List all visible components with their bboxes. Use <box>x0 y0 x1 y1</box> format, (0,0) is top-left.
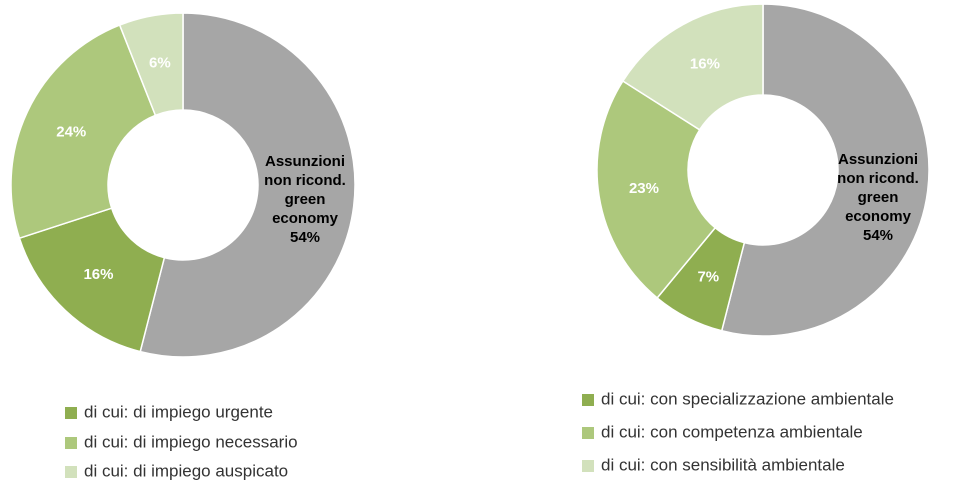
value-label: 54% <box>290 229 320 246</box>
value-label: 54% <box>863 227 893 244</box>
slice <box>18 207 166 353</box>
value-label: 16% <box>83 266 113 283</box>
legend-swatch <box>582 427 594 439</box>
legend-label: di cui: con specializzazione ambientale <box>601 389 894 408</box>
legend-swatch <box>65 437 77 449</box>
slice-label: Assunzioni non ricond. green economy 54% <box>264 153 346 246</box>
category-name: Assunzioni non ricond. green economy <box>264 153 346 227</box>
legend-swatch <box>65 466 77 478</box>
slice <box>596 80 717 299</box>
value-label: 16% <box>690 55 720 72</box>
legend-label: di cui: di impiego necessario <box>84 432 298 451</box>
legend-label: di cui: di impiego auspicato <box>84 461 288 480</box>
legend-swatch <box>582 394 594 406</box>
value-label: 24% <box>56 123 86 140</box>
slice <box>621 3 764 131</box>
legend-label: di cui: con competenza ambientale <box>601 422 863 441</box>
legend-swatch <box>582 460 594 472</box>
slice <box>720 3 930 337</box>
value-label: 23% <box>629 180 659 197</box>
value-label: 7% <box>697 268 719 285</box>
legend-label: di cui: con sensibilità ambientale <box>601 455 845 474</box>
slice <box>10 24 157 240</box>
legend-swatch <box>65 407 77 419</box>
category-name: Assunzioni non ricond. green economy <box>837 151 919 225</box>
slice <box>139 12 356 358</box>
value-label: 6% <box>149 55 171 72</box>
legend-label: di cui: di impiego urgente <box>84 402 273 421</box>
slice-label: Assunzioni non ricond. green economy 54% <box>837 151 919 244</box>
slice <box>118 12 184 117</box>
